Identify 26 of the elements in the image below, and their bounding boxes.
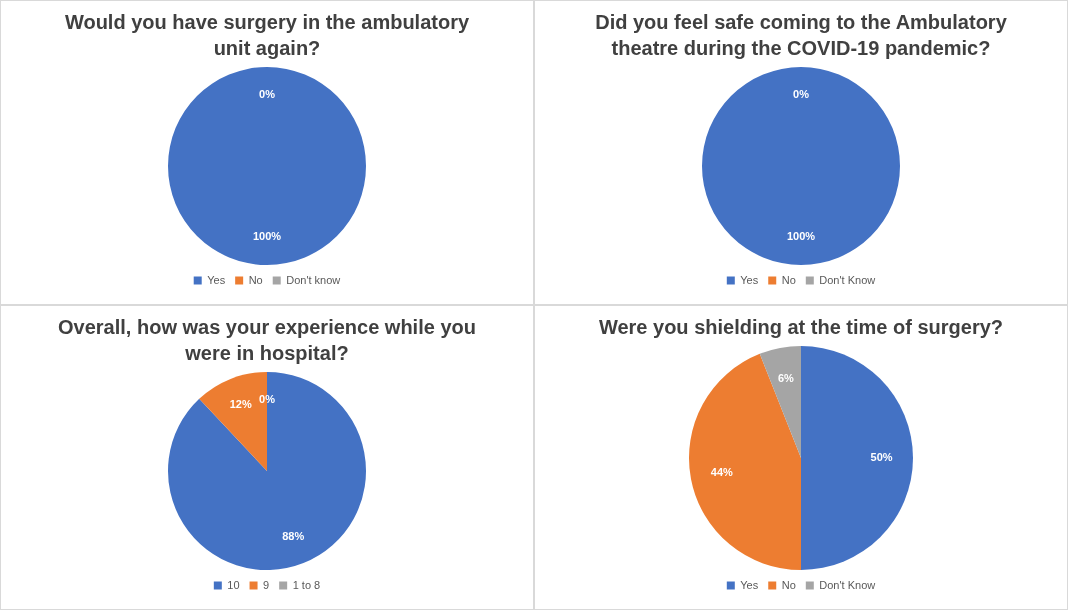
data-label: 50% — [870, 451, 893, 464]
legend-label: 1 to 8 — [292, 578, 321, 591]
data-label: 100% — [252, 230, 282, 243]
chart-title: Were you shielding at the time of surgery? — [597, 315, 1005, 340]
text: 0% — [259, 392, 275, 405]
data-label: 100% — [786, 230, 816, 243]
legend-label: Yes — [207, 273, 226, 286]
legend-label: No — [248, 273, 263, 286]
data-label: 44% — [710, 466, 734, 479]
data-label: 88% — [282, 530, 305, 543]
legend-label: Don't know — [286, 273, 341, 286]
data-label: 12% — [229, 397, 252, 410]
chart-title: Would you have surgery in the ambulatory unit again? — [63, 10, 471, 61]
chart-title: Did you feel safe coming to the Ambulatory theatre during the COVID-19 pandemic? — [594, 10, 1008, 61]
legend-label: Yes — [740, 578, 759, 591]
legend-label: 10 — [227, 578, 240, 591]
legend-label: No — [781, 578, 796, 591]
legend-label: Don't Know — [819, 273, 876, 286]
chart-title: Overall, how was your experience while you were in hospital? — [57, 315, 477, 366]
text: 0% — [793, 87, 809, 100]
legend-label: 9 — [263, 578, 270, 591]
legend-label: Yes — [740, 273, 759, 286]
text: 0% — [259, 87, 275, 100]
data-label: 6% — [777, 371, 795, 384]
legend-label: Don't Know — [819, 578, 876, 591]
legend-label: No — [781, 273, 796, 286]
